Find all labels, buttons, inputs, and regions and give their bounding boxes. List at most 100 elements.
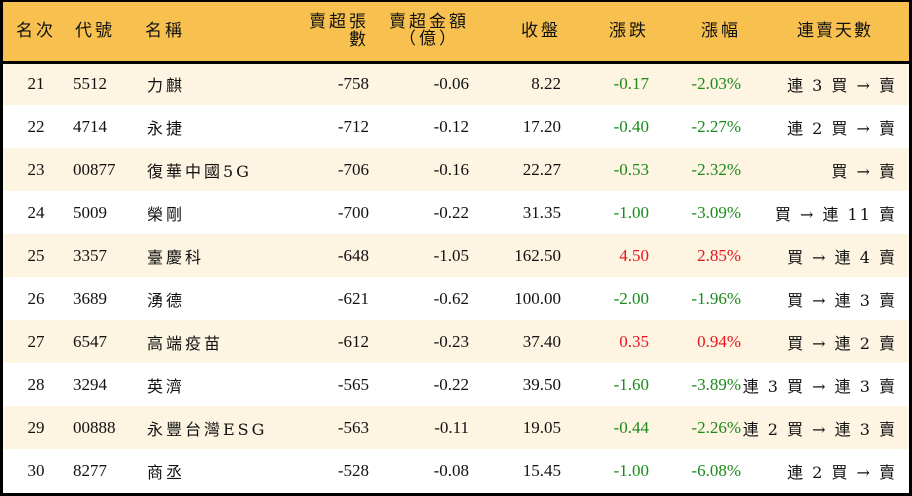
cell-net-sell-amount: -0.16 [433, 159, 469, 179]
table-row: 30 8277 商丞 -528 -0.08 15.45 -1.00 -6.08%… [3, 449, 909, 492]
cell-rank: 22 [27, 116, 45, 136]
header-net-sell-volume: 賣超張數 [295, 2, 369, 64]
table-row: 27 6547 高端疫苗 -612 -0.23 37.40 0.35 0.94%… [3, 320, 909, 363]
cell-change: -0.53 [613, 159, 649, 179]
cell-rank: 24 [27, 202, 45, 222]
cell-change: 0.35 [619, 331, 649, 351]
cell-rank: 30 [27, 460, 45, 480]
cell-net-sell-volume: -565 [337, 374, 369, 394]
cell-change: -0.44 [613, 417, 649, 437]
cell-name: 商丞 [147, 462, 186, 482]
cell-close: 8.22 [531, 74, 561, 94]
cell-change-pct: 2.85% [697, 245, 741, 265]
header-change: 漲跌 [561, 2, 649, 64]
header-row: 名次 代號 名稱 賣超張數 賣超金額 （億） 收盤 漲跌 漲幅 連賣天數 [3, 2, 909, 64]
cell-change: -1.00 [613, 202, 649, 222]
cell-change-pct: -2.26% [691, 417, 741, 437]
table-body: 21 5512 力麒 -758 -0.06 8.22 -0.17 -2.03% … [3, 62, 909, 492]
cell-name: 永豐台灣ESG [147, 419, 268, 439]
cell-streak: 連 2 買 → 連 3 賣 [742, 419, 897, 439]
cell-net-sell-volume: -612 [337, 331, 369, 351]
cell-streak: 連 2 買 → 賣 [787, 462, 897, 482]
cell-change-pct: -2.27% [691, 116, 741, 136]
cell-streak: 買 → 連 3 賣 [787, 290, 897, 310]
cell-change-pct: 0.94% [697, 331, 741, 351]
cell-rank: 23 [27, 159, 45, 179]
cell-net-sell-volume: -621 [337, 288, 369, 308]
cell-close: 31.35 [522, 202, 561, 222]
header-name: 名稱 [145, 2, 295, 64]
cell-change: -1.00 [613, 460, 649, 480]
table-row: 24 5009 榮剛 -700 -0.22 31.35 -1.00 -3.09%… [3, 191, 909, 234]
cell-code: 3357 [73, 245, 107, 265]
cell-change: -0.17 [613, 74, 649, 94]
cell-code: 3689 [73, 288, 107, 308]
cell-net-sell-amount: -0.23 [433, 331, 469, 351]
cell-close: 17.20 [522, 116, 561, 136]
header-net-sell-amount: 賣超金額 （億） [369, 2, 469, 64]
table-header: 名次 代號 名稱 賣超張數 賣超金額 （億） 收盤 漲跌 漲幅 連賣天數 [3, 2, 909, 64]
cell-net-sell-amount: -0.22 [433, 202, 469, 222]
cell-name: 永捷 [147, 118, 186, 138]
cell-net-sell-volume: -700 [337, 202, 369, 222]
header-change-pct: 漲幅 [649, 2, 741, 64]
cell-net-sell-amount: -0.12 [433, 116, 469, 136]
cell-net-sell-amount: -1.05 [433, 245, 469, 265]
cell-close: 15.45 [522, 460, 561, 480]
header-rank: 名次 [3, 2, 69, 64]
table-row: 29 00888 永豐台灣ESG -563 -0.11 19.05 -0.44 … [3, 406, 909, 449]
net-sell-ranking-table: 名次 代號 名稱 賣超張數 賣超金額 （億） 收盤 漲跌 漲幅 連賣天數 21 … [3, 2, 909, 492]
cell-code: 6547 [73, 331, 107, 351]
header-close: 收盤 [469, 2, 561, 64]
cell-net-sell-volume: -712 [337, 116, 369, 136]
cell-close: 39.50 [522, 374, 561, 394]
cell-close: 162.50 [514, 245, 561, 265]
cell-close: 37.40 [522, 331, 561, 351]
cell-net-sell-amount: -0.22 [433, 374, 469, 394]
cell-rank: 26 [27, 288, 45, 308]
cell-name: 英濟 [147, 376, 186, 396]
cell-change-pct: -2.32% [691, 159, 741, 179]
cell-net-sell-amount: -0.11 [434, 417, 469, 437]
cell-streak: 買 → 連 11 賣 [774, 204, 897, 224]
cell-rank: 25 [27, 245, 45, 265]
cell-streak: 連 3 買 → 連 3 賣 [742, 376, 897, 396]
cell-code: 3294 [73, 374, 107, 394]
cell-name: 高端疫苗 [147, 333, 224, 353]
cell-change-pct: -1.96% [691, 288, 741, 308]
cell-change-pct: -3.09% [691, 202, 741, 222]
cell-streak: 連 2 買 → 賣 [787, 118, 897, 138]
cell-rank: 21 [27, 74, 45, 94]
cell-rank: 27 [27, 331, 45, 351]
cell-net-sell-volume: -563 [337, 417, 369, 437]
cell-name: 臺慶科 [147, 247, 205, 267]
cell-code: 8277 [73, 460, 107, 480]
table-row: 28 3294 英濟 -565 -0.22 39.50 -1.60 -3.89%… [3, 363, 909, 406]
table-row: 22 4714 永捷 -712 -0.12 17.20 -0.40 -2.27%… [3, 105, 909, 148]
table-row: 23 00877 復華中國5G -706 -0.16 22.27 -0.53 -… [3, 148, 909, 191]
cell-streak: 買 → 連 4 賣 [787, 247, 897, 267]
cell-net-sell-volume: -648 [337, 245, 369, 265]
cell-change: -0.40 [613, 116, 649, 136]
cell-rank: 28 [27, 374, 45, 394]
cell-code: 5009 [73, 202, 107, 222]
cell-change-pct: -6.08% [691, 460, 741, 480]
cell-code: 00888 [73, 417, 116, 437]
cell-net-sell-amount: -0.08 [433, 460, 469, 480]
cell-streak: 連 3 買 → 賣 [787, 76, 897, 96]
table-row: 26 3689 湧德 -621 -0.62 100.00 -2.00 -1.96… [3, 277, 909, 320]
cell-name: 湧德 [147, 290, 186, 310]
cell-code: 5512 [73, 74, 107, 94]
cell-rank: 29 [27, 417, 45, 437]
cell-net-sell-volume: -706 [337, 159, 369, 179]
cell-streak: 買 → 賣 [831, 161, 897, 181]
header-net-sell-amount-line1: 賣超金額 [389, 12, 469, 33]
cell-net-sell-volume: -528 [337, 460, 369, 480]
cell-name: 榮剛 [147, 204, 186, 224]
cell-close: 22.27 [522, 159, 561, 179]
cell-close: 100.00 [514, 288, 561, 308]
cell-code: 4714 [73, 116, 107, 136]
header-streak: 連賣天數 [741, 2, 909, 64]
cell-net-sell-amount: -0.06 [433, 74, 469, 94]
cell-net-sell-amount: -0.62 [433, 288, 469, 308]
